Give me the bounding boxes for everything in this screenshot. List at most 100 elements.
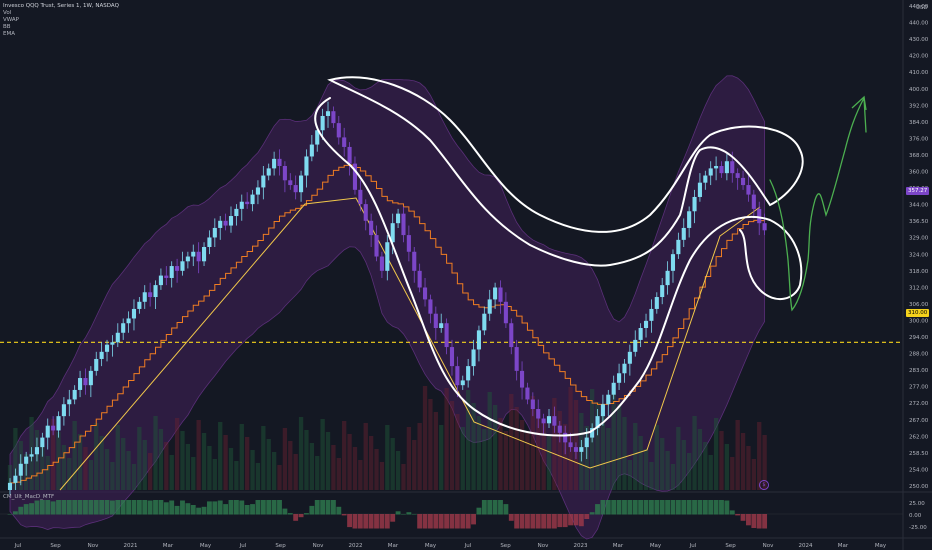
candle-body[interactable] — [164, 275, 169, 278]
candle-body[interactable] — [110, 342, 115, 345]
candle-body[interactable] — [573, 447, 579, 452]
candle-body[interactable] — [358, 189, 363, 205]
candle-body[interactable] — [568, 442, 573, 448]
candle-body[interactable] — [670, 254, 676, 271]
candle-body[interactable] — [719, 166, 724, 174]
candle-body[interactable] — [34, 447, 39, 455]
candle-body[interactable] — [584, 437, 589, 448]
candle-body[interactable] — [638, 328, 643, 340]
candle-body[interactable] — [352, 163, 358, 190]
candle-body[interactable] — [29, 454, 34, 457]
candle-body[interactable] — [272, 158, 277, 169]
candle-body[interactable] — [126, 318, 131, 324]
candle-body[interactable] — [460, 380, 465, 386]
candle-body[interactable] — [115, 332, 120, 343]
indicator-vol[interactable]: Vol — [3, 10, 12, 16]
candle-body[interactable] — [444, 323, 449, 348]
indicator-bb[interactable]: BB — [3, 24, 11, 30]
candle-body[interactable] — [730, 161, 735, 174]
candle-body[interactable] — [487, 299, 492, 314]
candle-body[interactable] — [137, 301, 142, 309]
candle-body[interactable] — [552, 416, 557, 426]
candle-body[interactable] — [536, 409, 541, 419]
candle-body[interactable] — [509, 323, 514, 348]
candle-body[interactable] — [99, 351, 104, 359]
candle-body[interactable] — [185, 256, 190, 262]
candle-body[interactable] — [417, 270, 422, 288]
candle-body[interactable] — [72, 389, 77, 400]
candle-body[interactable] — [449, 347, 455, 367]
candle-body[interactable] — [223, 220, 228, 226]
candle-body[interactable] — [266, 168, 271, 176]
candle-body[interactable] — [88, 370, 93, 386]
candle-body[interactable] — [541, 418, 546, 424]
oscillator-legend[interactable]: CM_Ult_MacD_MTF — [3, 494, 55, 500]
candle-body[interactable] — [196, 251, 201, 262]
candle-body[interactable] — [148, 292, 153, 298]
candle-body[interactable] — [697, 182, 702, 197]
candle-body[interactable] — [180, 261, 185, 271]
candle-body[interactable] — [325, 111, 331, 116]
candle-body[interactable] — [627, 351, 632, 364]
candle-body[interactable] — [363, 204, 368, 221]
candle-body[interactable] — [751, 194, 756, 209]
candle-body[interactable] — [649, 308, 654, 321]
candle-body[interactable] — [590, 428, 595, 438]
candle-body[interactable] — [412, 251, 417, 271]
candle-body[interactable] — [735, 173, 740, 178]
candle-body[interactable] — [643, 320, 649, 328]
candle-body[interactable] — [422, 287, 428, 300]
candle-body[interactable] — [557, 425, 562, 433]
candle-body[interactable] — [40, 437, 45, 448]
candle-body[interactable] — [600, 404, 605, 417]
candle-body[interactable] — [51, 425, 56, 431]
candle-body[interactable] — [471, 349, 476, 367]
candle-body[interactable] — [94, 358, 99, 371]
earnings-marker-icon[interactable]: $ — [759, 480, 769, 490]
candle-body[interactable] — [741, 177, 746, 186]
candle-body[interactable] — [498, 287, 503, 302]
candle-body[interactable] — [708, 168, 713, 176]
candle-body[interactable] — [503, 301, 508, 324]
candle-body[interactable] — [762, 223, 767, 231]
indicator-ema[interactable]: EMA — [3, 31, 15, 37]
candle-body[interactable] — [18, 463, 23, 476]
candle-body[interactable] — [703, 175, 708, 183]
candle-body[interactable] — [746, 185, 751, 195]
candle-body[interactable] — [24, 456, 29, 464]
candle-body[interactable] — [61, 404, 66, 417]
candle-body[interactable] — [401, 213, 406, 236]
candle-body[interactable] — [714, 166, 719, 169]
candle-body[interactable] — [277, 158, 282, 166]
candle-body[interactable] — [175, 266, 180, 271]
candle-body[interactable] — [7, 482, 13, 490]
candle-body[interactable] — [218, 220, 223, 228]
candle-body[interactable] — [406, 235, 411, 252]
candle-body[interactable] — [121, 323, 126, 333]
candle-body[interactable] — [293, 185, 298, 193]
candle-body[interactable] — [347, 146, 352, 164]
candle-body[interactable] — [617, 373, 622, 383]
candle-body[interactable] — [309, 144, 314, 157]
candle-body[interactable] — [315, 130, 320, 145]
candle-body[interactable] — [520, 370, 525, 388]
candle-body[interactable] — [207, 237, 212, 247]
candle-body[interactable] — [374, 235, 379, 257]
candle-body[interactable] — [83, 378, 88, 386]
candle-body[interactable] — [299, 175, 304, 193]
candle-body[interactable] — [158, 275, 163, 286]
candle-body[interactable] — [250, 194, 255, 205]
candle-body[interactable] — [514, 347, 519, 371]
candle-body[interactable] — [304, 156, 309, 176]
candle-body[interactable] — [131, 308, 137, 319]
candle-body[interactable] — [396, 213, 401, 224]
candle-body[interactable] — [595, 416, 600, 429]
candle-body[interactable] — [579, 447, 584, 452]
candle-body[interactable] — [153, 285, 158, 298]
candle-body[interactable] — [622, 363, 627, 374]
candle-body[interactable] — [369, 220, 374, 236]
candle-body[interactable] — [142, 292, 147, 302]
indicator-vwap[interactable]: VWAP — [3, 17, 19, 23]
candle-body[interactable] — [433, 313, 438, 328]
